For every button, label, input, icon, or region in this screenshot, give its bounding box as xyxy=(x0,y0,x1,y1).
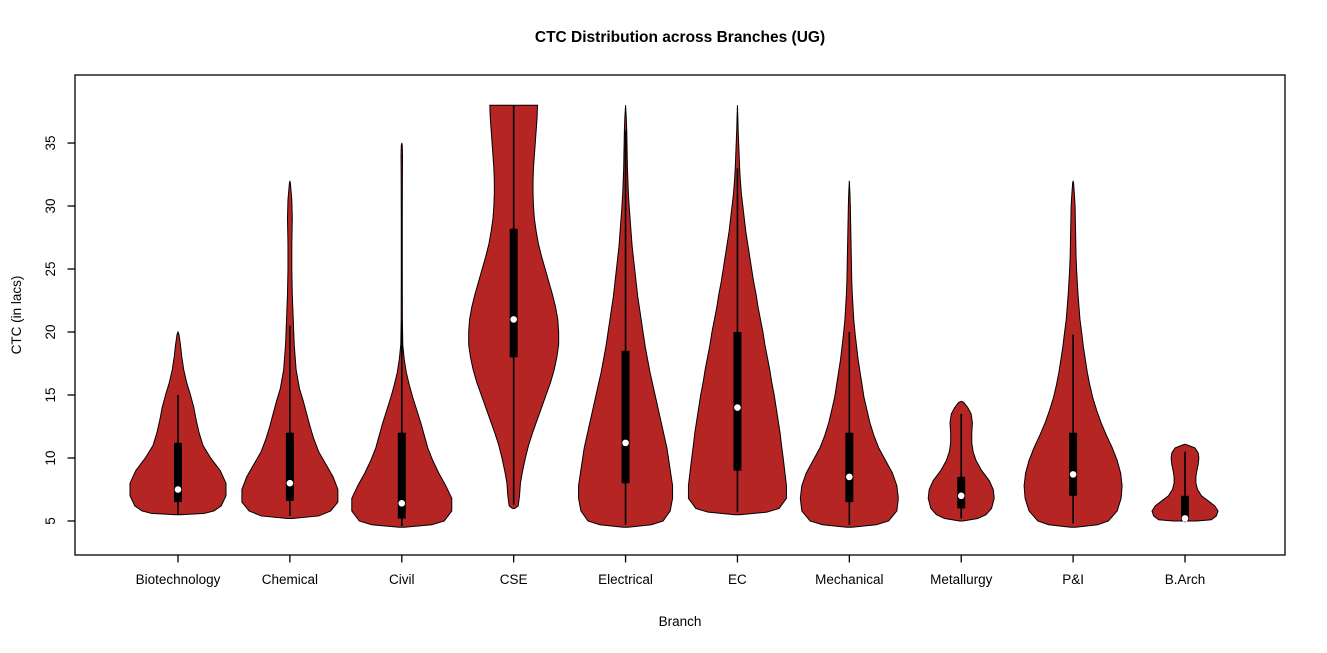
violin-p-i xyxy=(1023,180,1123,528)
violin-cse xyxy=(468,104,560,509)
median-dot xyxy=(1181,515,1189,522)
y-tick-label: 35 xyxy=(43,136,58,151)
y-tick-label: 10 xyxy=(43,450,58,465)
x-category-label: CSE xyxy=(500,572,528,587)
x-category-label: B.Arch xyxy=(1165,572,1206,587)
y-tick-label: 30 xyxy=(43,199,58,214)
violin-mechanical xyxy=(799,180,899,528)
x-category-label: Biotechnology xyxy=(136,572,221,587)
median-dot xyxy=(957,492,965,500)
violin-biotechnology xyxy=(129,330,227,516)
violin-b-arch xyxy=(1151,443,1219,523)
violin-ec xyxy=(687,105,787,516)
violin-metallurgy xyxy=(927,400,995,522)
plot-border xyxy=(74,74,1286,556)
x-category-label: Electrical xyxy=(598,572,653,587)
median-dot xyxy=(286,479,294,487)
x-category-label: Metallurgy xyxy=(930,572,993,587)
x-category-label: Mechanical xyxy=(815,572,883,587)
median-dot xyxy=(846,473,853,481)
median-dot xyxy=(398,500,406,507)
x-category-label: EC xyxy=(728,572,747,587)
y-axis-label: CTC (in lacs) xyxy=(9,276,24,355)
median-dot xyxy=(622,439,629,447)
y-tick-label: 5 xyxy=(43,517,58,525)
chart-title: CTC Distribution across Branches (UG) xyxy=(535,29,825,46)
x-category-label: P&I xyxy=(1062,572,1084,587)
violin-civil xyxy=(351,142,453,528)
median-dot xyxy=(174,486,182,493)
plot-content: 5 10 15 20 25 30 35 Biotechnology Chemical Civil C… xyxy=(43,104,1219,587)
y-tick-label: 20 xyxy=(43,324,58,339)
y-tick-label: 25 xyxy=(43,262,58,277)
median-dot xyxy=(1069,471,1077,478)
y-tick-label: 15 xyxy=(43,387,58,402)
median-dot xyxy=(510,316,517,323)
median-dot xyxy=(734,404,741,411)
x-axis-label: Branch xyxy=(659,614,702,629)
violin-electrical xyxy=(578,105,674,528)
x-category-label: Chemical xyxy=(262,572,318,587)
violin-chemical xyxy=(241,180,339,519)
x-category-label: Civil xyxy=(389,572,415,587)
